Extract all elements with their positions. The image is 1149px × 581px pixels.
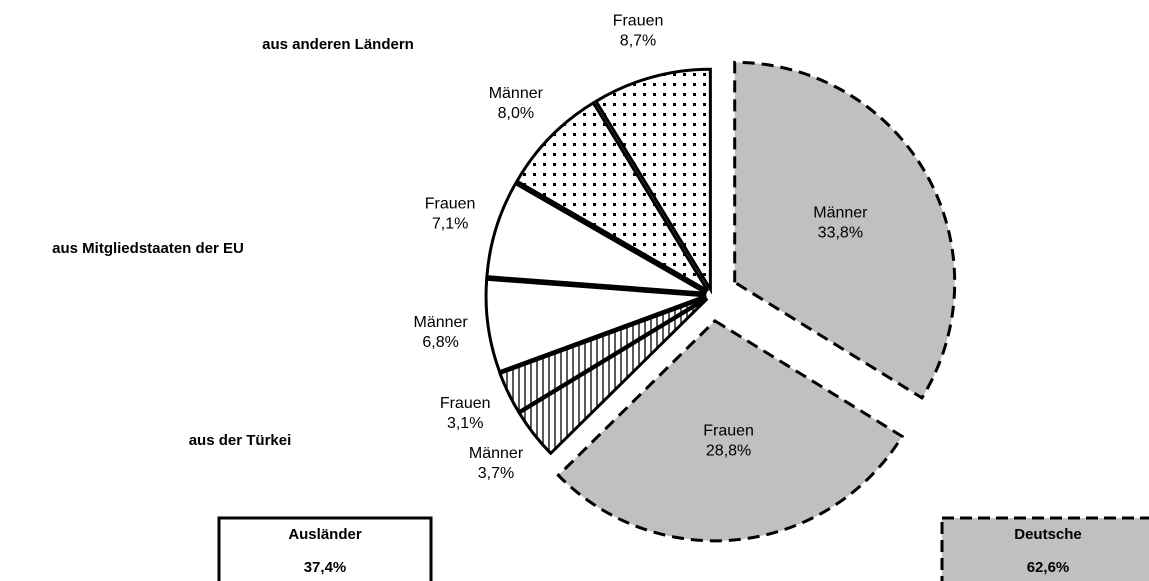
pie-slice bbox=[485, 181, 708, 295]
slice-value-label: 3,7% bbox=[478, 465, 514, 482]
pie-slice bbox=[498, 296, 708, 415]
slice-value-label: 8,7% bbox=[620, 32, 656, 49]
total-name: Ausländer bbox=[288, 526, 362, 543]
total-box bbox=[940, 516, 1149, 581]
total-box bbox=[217, 516, 433, 581]
slice-category: Männer bbox=[813, 205, 868, 222]
pie-slice bbox=[593, 67, 712, 295]
pie-slice bbox=[484, 277, 707, 374]
slice-value-label: 3,1% bbox=[447, 415, 483, 432]
slice-category: Frauen bbox=[440, 395, 491, 412]
slice-category: Männer bbox=[413, 314, 468, 331]
pie-slice bbox=[733, 60, 957, 400]
slice-category: Frauen bbox=[703, 422, 754, 439]
slice-value-label: 28,8% bbox=[706, 442, 751, 459]
slice-value-label: 7,1% bbox=[432, 216, 468, 233]
pie-slice bbox=[556, 318, 905, 543]
group-label: aus anderen Ländern bbox=[262, 36, 414, 53]
slice-category: Männer bbox=[489, 85, 544, 102]
group-label: aus Mitgliedstaaten der EU bbox=[52, 240, 244, 257]
slice-value-label: 6,8% bbox=[422, 334, 458, 351]
slice-value-label: 33,8% bbox=[818, 225, 863, 242]
total-name: Deutsche bbox=[1014, 526, 1082, 543]
total-value: 62,6% bbox=[1027, 559, 1070, 576]
slice-category: Frauen bbox=[613, 12, 664, 29]
group-label: aus der Türkei bbox=[189, 432, 292, 449]
slice-value-label: 8,0% bbox=[498, 105, 534, 122]
slice-category: Frauen bbox=[425, 196, 476, 213]
total-value: 37,4% bbox=[304, 559, 347, 576]
slice-category: Männer bbox=[469, 445, 524, 462]
pie-slice bbox=[514, 100, 709, 293]
